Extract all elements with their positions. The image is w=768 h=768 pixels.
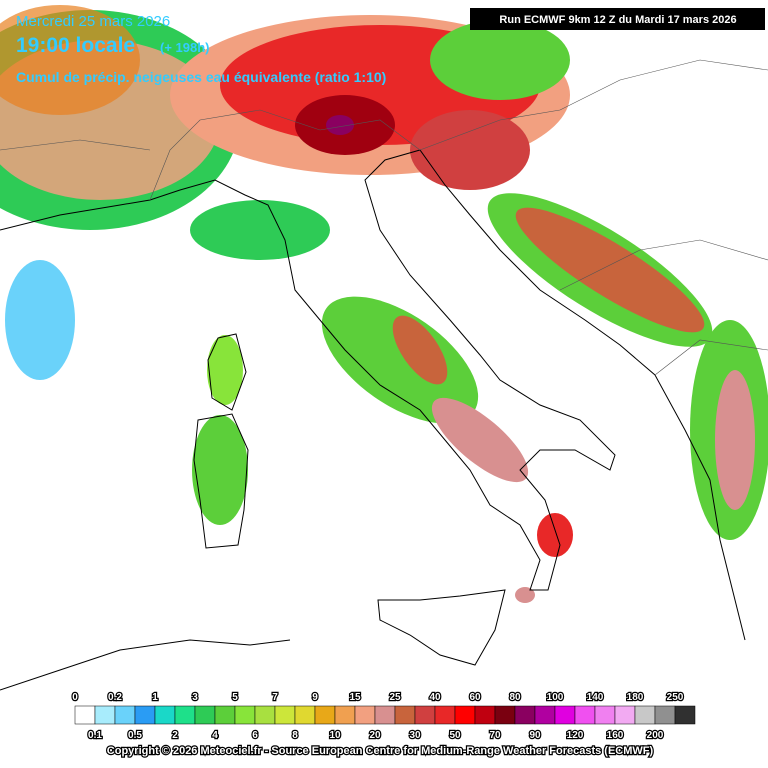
precipitation-field: [0, 5, 768, 603]
legend-swatch: [454, 705, 476, 725]
copyright: Copyright © 2026 Meteociel.fr - Source E…: [107, 745, 654, 757]
precip-area: [515, 207, 705, 333]
precip-area: [715, 370, 755, 510]
legend-label: 25: [389, 692, 401, 703]
legend-swatch: [434, 705, 456, 725]
legend: 0 0.1 0.2 0.5 1 2 3 4 5 6 7 8 9 10 15 20 25 30 40 50 60 70 80 9…: [71, 691, 696, 742]
precip-area: [430, 20, 570, 100]
legend-swatch: [534, 705, 556, 725]
legend-label: 60: [469, 692, 481, 703]
legend-label: 9: [312, 692, 318, 703]
legend-label: 250: [667, 692, 684, 703]
legend-swatch: [254, 705, 276, 725]
precip-area: [192, 415, 248, 525]
sicily: [377, 589, 506, 666]
legend-swatch: [314, 705, 336, 725]
corsica: [207, 333, 247, 411]
legend-label: 10: [329, 730, 341, 741]
legend-swatch: [514, 705, 536, 725]
legend-label: 30: [409, 730, 421, 741]
legend-swatch: [94, 705, 116, 725]
precip-area: [537, 513, 573, 557]
precip-area: [410, 110, 530, 190]
run-label: Run ECMWF 9km 12 Z du Mardi 17 mars 2026: [499, 14, 736, 26]
legend-label: 0: [72, 692, 78, 703]
legend-swatch: [574, 705, 596, 725]
legend-swatch: [154, 705, 176, 725]
legend-swatch: [374, 705, 396, 725]
legend-swatch: [594, 705, 616, 725]
legend-label: 6: [252, 730, 258, 741]
legend-label: 40: [429, 692, 441, 703]
legend-label: 0.2: [108, 692, 122, 703]
legend-swatch: [274, 705, 296, 725]
legend-swatch: [634, 705, 656, 725]
legend-swatch: [174, 705, 196, 725]
run-box: [470, 8, 765, 30]
legend-swatch: [354, 705, 376, 725]
precip-area: [392, 315, 448, 385]
legend-label: 5: [232, 692, 238, 703]
time-label: 19:00 locale: [16, 34, 135, 57]
legend-swatch: [614, 705, 636, 725]
field-label: Cumul de précip. neigeuses eau équivalen…: [16, 69, 386, 85]
legend-label: 100: [547, 692, 564, 703]
legend-swatch: [554, 705, 576, 725]
legend-swatch: [654, 705, 676, 725]
legend-label: 1: [152, 692, 158, 703]
legend-swatch: [394, 705, 416, 725]
legend-swatch: [674, 705, 696, 725]
legend-label: 180: [627, 692, 644, 703]
legend-label: 140: [587, 692, 604, 703]
precip-area: [321, 296, 479, 424]
precip-area: [190, 200, 330, 260]
precip-area: [0, 5, 140, 115]
legend-swatch: [194, 705, 216, 725]
legend-swatch: [234, 705, 256, 725]
precip-area: [431, 397, 529, 483]
legend-label: 4: [212, 730, 218, 741]
legend-swatch: [114, 705, 136, 725]
legend-label: 0.5: [128, 730, 142, 741]
lead-label: (+ 198h): [160, 40, 210, 55]
legend-label: 7: [272, 692, 278, 703]
legend-swatch: [294, 705, 316, 725]
legend-label: 80: [509, 692, 521, 703]
precip-area: [515, 587, 535, 603]
legend-label: 2: [172, 730, 178, 741]
legend-swatch: [494, 705, 516, 725]
legend-label: 50: [449, 730, 461, 741]
legend-label: 0.1: [88, 730, 102, 741]
legend-label: 8: [292, 730, 298, 741]
coastlines: [0, 59, 768, 691]
legend-label: 160: [607, 730, 624, 741]
legend-swatch: [474, 705, 496, 725]
legend-swatch: [414, 705, 436, 725]
legend-swatch: [134, 705, 156, 725]
precip-area: [326, 115, 354, 135]
legend-label: 3: [192, 692, 198, 703]
precip-area: [207, 335, 243, 405]
legend-label: 120: [567, 730, 584, 741]
legend-swatch: [334, 705, 356, 725]
precip-area: [5, 260, 75, 380]
sardinia: [193, 413, 249, 549]
legend-label: 70: [489, 730, 501, 741]
africa-coast: [0, 639, 291, 691]
legend-label: 20: [369, 730, 381, 741]
legend-label: 90: [529, 730, 541, 741]
border: [0, 59, 768, 376]
legend-label: 15: [349, 692, 361, 703]
legend-swatch: [74, 705, 96, 725]
legend-label: 200: [647, 730, 664, 741]
coastline: [0, 149, 746, 641]
date-label: Mercredi 25 mars 2026: [16, 13, 170, 30]
legend-swatch: [214, 705, 236, 725]
